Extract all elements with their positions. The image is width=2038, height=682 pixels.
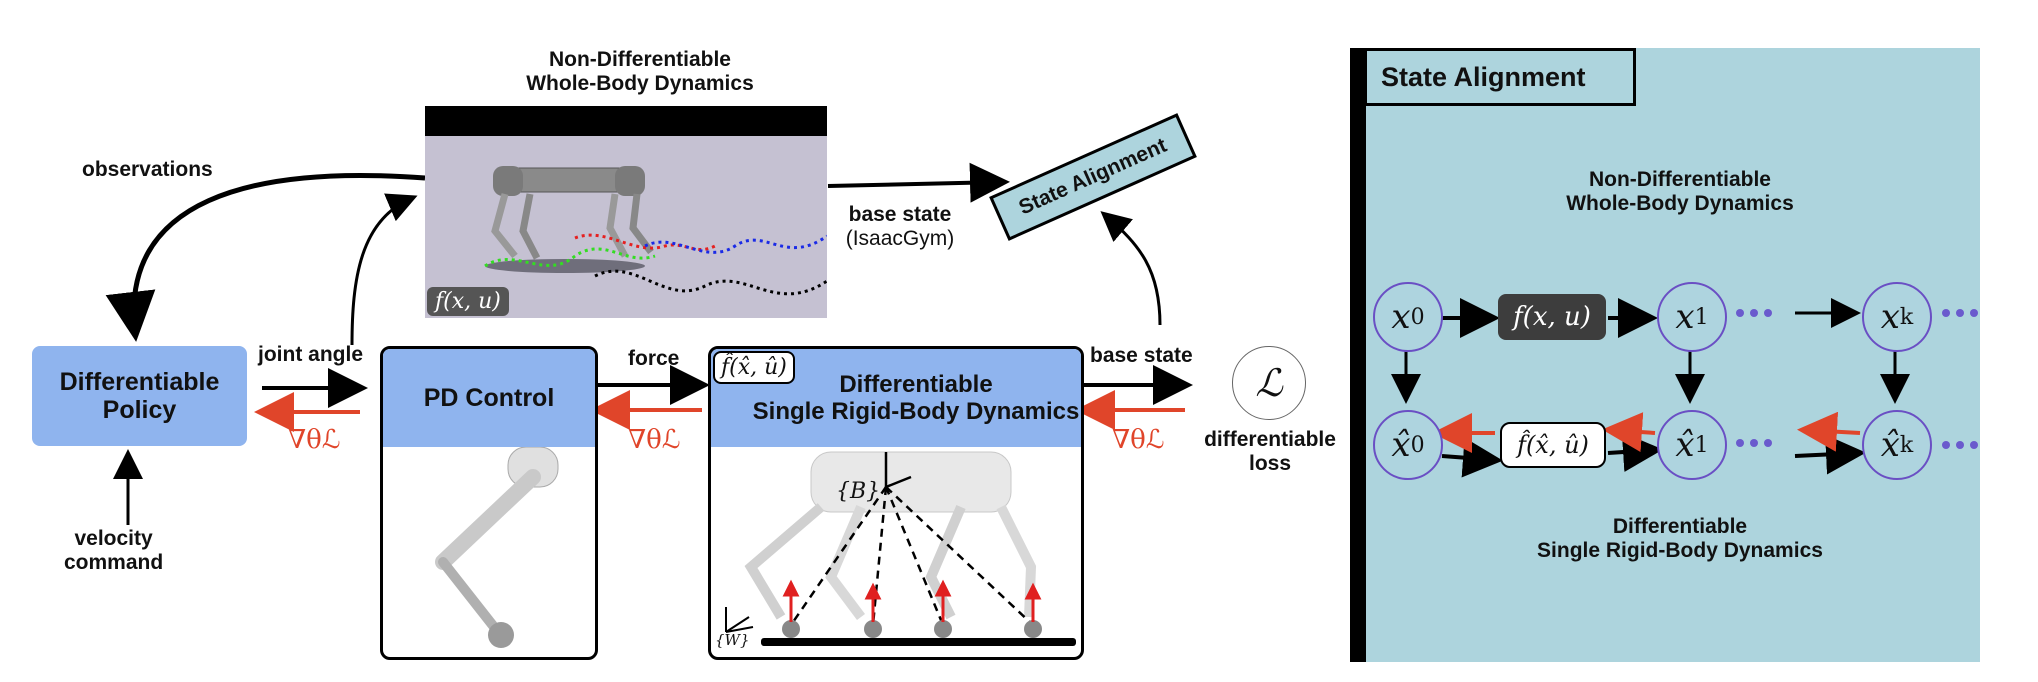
observations-arrow [105, 172, 426, 342]
sim-caption: f(x, u) [427, 287, 509, 316]
loss-circle: ℒ [1232, 346, 1306, 420]
observations-label: observations [82, 158, 213, 181]
body-frame-label: {B} [836, 479, 881, 504]
base-state-top-label: base state (IsaacGym) [845, 203, 955, 250]
differentiable-policy-box: Differentiable Policy [32, 346, 247, 446]
pd-control-header: PD Control [383, 349, 595, 447]
state-alignment-panel: State Alignment Non-Differentiable Whole… [1350, 48, 1980, 662]
base-state-right-label: base state [1090, 344, 1193, 367]
sim-black-band [425, 106, 827, 136]
fhat-box: f̂(x̂, û) [1500, 422, 1606, 468]
base-state-top-arrow [827, 162, 1010, 203]
node-xhat1: x̂ 1 [1657, 410, 1727, 480]
simulation-image: f(x, u) [425, 106, 827, 318]
world-frame-label: {W} [715, 631, 750, 649]
top-title: Non-Differentiable Whole-Body Dynamics [526, 48, 754, 95]
panel-bottom-caption: Differentiable Single Rigid-Body Dynamic… [1537, 515, 1823, 562]
panel-top-caption: Non-Differentiable Whole-Body Dynamics [1566, 168, 1794, 215]
panel-left-bar [1350, 48, 1366, 662]
differentiable-loss-label: differentiable loss [1204, 428, 1336, 475]
grad-label-loss: ∇θℒ [1112, 425, 1165, 455]
joint-angle-label: joint angle [258, 343, 363, 366]
force-label: force [628, 347, 680, 370]
pd-control-panel: PD Control [380, 346, 598, 660]
joint-angle-curve-arrow [350, 193, 418, 346]
srb-fn-label: f̂(x̂, û) [713, 351, 795, 384]
grad-label-pd: ∇θℒ [628, 425, 681, 455]
srb-illustration [725, 451, 1076, 646]
f-box: f(x, u) [1498, 294, 1606, 340]
panel-title: State Alignment [1364, 48, 1636, 106]
grad-label-policy: ∇θℒ [288, 425, 341, 455]
velocity-command-label: velocity command [64, 527, 164, 574]
panel-arrows [1391, 298, 1978, 478]
base-state-curve-arrow [1100, 211, 1162, 326]
robot-leg-illustration [435, 447, 559, 648]
srb-dynamics-panel: Differentiable Single Rigid-Body Dynamic… [708, 346, 1084, 660]
node-xhat0: x̂ 0 [1373, 410, 1443, 480]
node-xhatk: x̂ k [1862, 410, 1932, 480]
